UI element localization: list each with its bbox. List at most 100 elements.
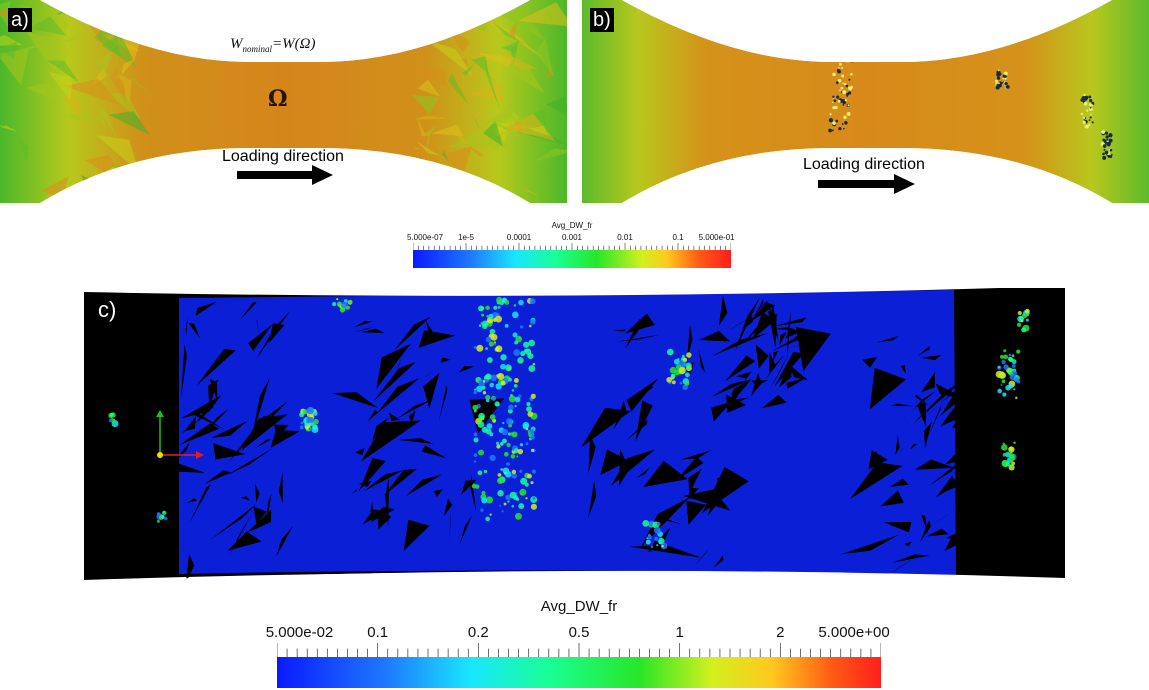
- mesh-triangle: [681, 450, 712, 460]
- damage-spot: [513, 304, 517, 307]
- mesh-triangle: [891, 554, 930, 563]
- damage-spot: [841, 66, 844, 69]
- damage-spot: [481, 497, 488, 504]
- mesh-triangle: [528, 125, 549, 136]
- damage-spot: [1007, 356, 1013, 361]
- mesh-triangle: [736, 371, 752, 379]
- mesh-triangle: [734, 397, 749, 405]
- damage-spot: [828, 118, 834, 123]
- mesh-triangle: [920, 519, 932, 543]
- damage-spot: [831, 101, 834, 104]
- damage-spot: [1089, 107, 1093, 112]
- mesh-triangle: [921, 354, 942, 361]
- damage-spot: [1000, 383, 1003, 386]
- damage-spot: [833, 99, 837, 103]
- damage-spot: [497, 490, 504, 497]
- damage-spot: [510, 432, 514, 436]
- damage-spot: [311, 425, 319, 433]
- mesh-triangle: [0, 48, 29, 86]
- damage-spot: [1021, 327, 1026, 333]
- mesh-triangle: [764, 354, 785, 381]
- damage-spot: [528, 365, 536, 372]
- damage-field-c: [84, 280, 1065, 582]
- mesh-triangle: [786, 377, 807, 389]
- damage-spot: [1105, 135, 1109, 139]
- mesh-triangle: [184, 415, 197, 432]
- damage-spot: [528, 339, 535, 347]
- damage-spot: [650, 545, 654, 549]
- damage-spot: [1090, 113, 1092, 116]
- damage-spot: [501, 428, 508, 436]
- damage-spot: [844, 121, 848, 125]
- mesh-triangle: [772, 351, 779, 363]
- mesh-triangle: [443, 146, 472, 177]
- damage-spot: [478, 412, 485, 420]
- damage-spot: [532, 362, 536, 366]
- mesh-triangle: [440, 357, 451, 363]
- mesh-triangle: [900, 364, 906, 375]
- damage-spot: [518, 299, 524, 306]
- mesh-triangle: [546, 96, 567, 117]
- damage-spot: [1004, 81, 1008, 86]
- mesh-triangle: [416, 114, 426, 137]
- mesh-triangle: [270, 429, 300, 448]
- mesh-triangle: [188, 322, 201, 339]
- damage-spot: [472, 404, 479, 411]
- damage-spot: [684, 372, 690, 378]
- mesh-triangle: [707, 490, 729, 516]
- mesh-triangle: [677, 456, 704, 480]
- damage-spot: [520, 477, 528, 485]
- mesh-triangle: [388, 412, 401, 421]
- panel-c-zoomed-damage-map: c): [84, 280, 1065, 582]
- damage-spot: [485, 347, 488, 351]
- mesh-triangle: [767, 306, 779, 340]
- damage-spot: [1089, 99, 1093, 103]
- damage-spot: [1089, 106, 1092, 109]
- damage-spot: [1102, 152, 1105, 156]
- damage-spot: [510, 394, 513, 397]
- mesh-triangle: [588, 434, 596, 474]
- mesh-triangle: [438, 385, 448, 422]
- mesh-triangle: [121, 58, 136, 76]
- mesh-triangle: [509, 20, 518, 40]
- damage-spot: [485, 305, 490, 311]
- damage-spot: [506, 418, 513, 425]
- damage-spot: [503, 451, 509, 457]
- damage-spot: [495, 441, 500, 445]
- damage-spot: [523, 341, 530, 348]
- damage-spot: [508, 377, 512, 382]
- damage-spot: [1083, 93, 1086, 97]
- damage-spot: [839, 99, 844, 103]
- damage-spot: [1102, 138, 1106, 142]
- damage-spot: [519, 443, 524, 447]
- damage-spot: [681, 354, 685, 358]
- damage-spot: [666, 348, 674, 356]
- mesh-triangle: [403, 519, 430, 551]
- mesh-triangle: [787, 310, 792, 358]
- mesh-triangle: [629, 544, 702, 558]
- damage-spot: [682, 384, 688, 391]
- mesh-triangle: [423, 37, 474, 76]
- mesh-triangle: [255, 483, 260, 503]
- damage-spot: [481, 490, 486, 495]
- damage-spot: [1004, 77, 1007, 80]
- mesh-triangle: [480, 69, 497, 83]
- mesh-triangle: [913, 373, 972, 424]
- damage-spot: [1008, 383, 1014, 389]
- mesh-triangle: [463, 119, 480, 129]
- colorbar-tick-label: 0.001: [561, 233, 583, 242]
- colorbar-tick-label: 5.000e+00: [818, 624, 890, 641]
- damage-spot: [1019, 316, 1024, 320]
- damage-spot: [997, 69, 1000, 72]
- omega-region-label: Ω: [268, 86, 288, 112]
- damage-spot: [480, 508, 484, 512]
- mesh-triangle: [424, 369, 435, 378]
- damage-spot: [1001, 444, 1008, 451]
- mesh-triangle: [699, 330, 731, 342]
- mesh-triangle: [258, 415, 275, 422]
- damage-spot: [489, 513, 492, 516]
- damage-spot: [994, 79, 998, 83]
- mesh-triangle: [875, 450, 877, 454]
- damage-spot: [998, 371, 1006, 379]
- mesh-triangle: [417, 79, 440, 97]
